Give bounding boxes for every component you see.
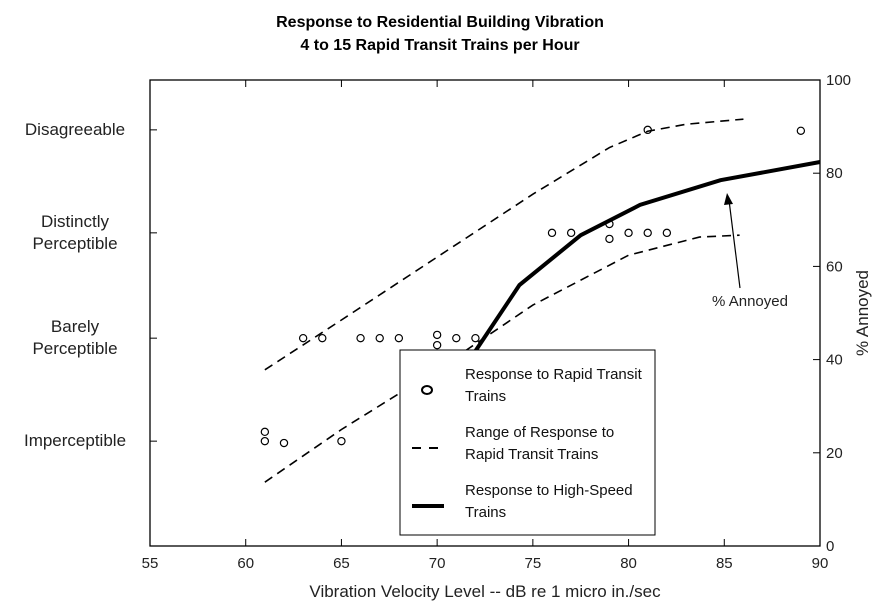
x-tick-label: 55 <box>142 555 159 572</box>
x-axis-label: Vibration Velocity Level -- dB re 1 micr… <box>309 582 661 601</box>
data-point <box>298 333 308 343</box>
x-tick-label: 90 <box>812 555 829 572</box>
y-tick-label: Disagreeable <box>24 119 126 139</box>
data-point <box>260 427 270 437</box>
data-point <box>662 228 672 238</box>
data-point <box>624 228 633 238</box>
y-tick-label: Distinctly Perceptible <box>32 211 118 253</box>
data-point <box>432 340 442 350</box>
y2-tick-label: 60 <box>826 258 843 275</box>
data-point <box>452 333 461 343</box>
x-tick-label: 65 <box>333 555 350 572</box>
data-point <box>471 333 480 343</box>
legend-label: Range of Response to Rapid Transit Train… <box>465 424 615 463</box>
chart-subtitle: 4 to 15 Rapid Transit Trains per Hour <box>300 37 579 54</box>
data-point <box>432 330 442 340</box>
x-tick-label: 80 <box>620 555 637 572</box>
data-point <box>356 333 365 343</box>
range-line <box>264 118 744 371</box>
data-point <box>643 125 652 135</box>
x-tick-label: 70 <box>429 555 446 572</box>
legend-label: Response to Rapid Transit Trains <box>465 366 642 405</box>
data-point <box>337 436 346 446</box>
y2-tick-label: 40 <box>826 352 843 369</box>
data-point <box>566 228 576 238</box>
range-line <box>264 234 740 483</box>
legend-label: Response to High-Speed Trains <box>465 482 633 521</box>
annotation-arrowhead <box>724 193 733 205</box>
x-tick-label: 75 <box>525 555 542 572</box>
y-tick-label: Barely Perceptible <box>32 317 118 359</box>
data-point <box>643 228 652 238</box>
y2-tick-label: 0 <box>826 538 834 555</box>
y2-tick-label: 20 <box>826 445 843 462</box>
y2-axis-label: % Annoyed <box>853 270 872 356</box>
data-point <box>375 333 384 343</box>
data-point <box>279 438 289 448</box>
data-point <box>318 333 327 343</box>
legend-symbol <box>421 385 433 395</box>
y-tick-label: Imperceptible <box>23 431 127 451</box>
data-point <box>394 333 404 343</box>
data-point <box>605 234 614 244</box>
annotation-arrow <box>728 199 741 289</box>
y2-tick-label: 100 <box>826 72 851 89</box>
plot-frame <box>149 79 821 547</box>
data-point <box>547 228 557 238</box>
data-point <box>796 126 806 135</box>
x-tick-label: 60 <box>237 555 254 572</box>
y2-tick-label: 80 <box>826 165 843 182</box>
chart-title: Response to Residential Building Vibrati… <box>276 14 604 31</box>
x-tick-label: 85 <box>716 555 733 572</box>
annotation: % Annoyed <box>712 293 788 310</box>
data-point <box>260 436 270 446</box>
